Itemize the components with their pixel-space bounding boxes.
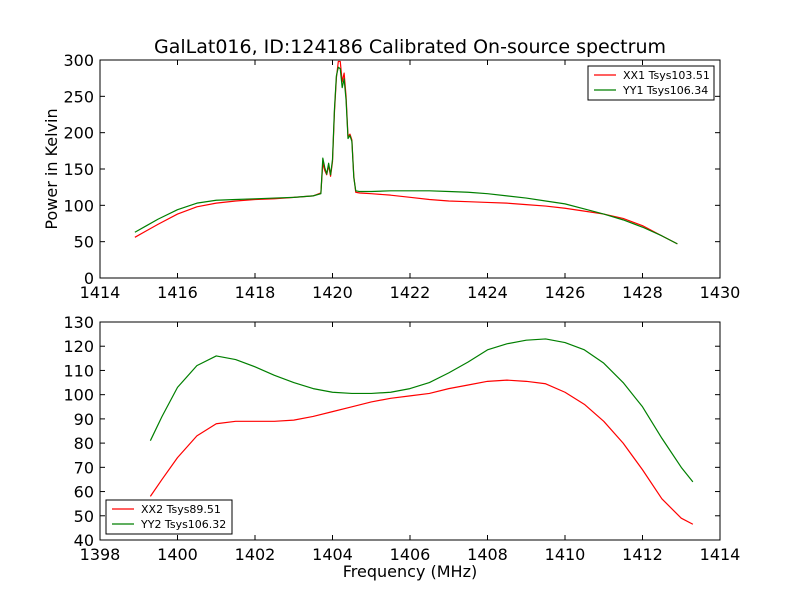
y-tick-label: 60 xyxy=(74,483,94,502)
legend: XX1 Tsys103.51 YY1 Tsys106.34 xyxy=(587,65,715,101)
y-axis-label: Power in Kelvin xyxy=(42,108,61,229)
y-tick-label: 40 xyxy=(74,531,94,550)
legend-label: XX2 Tsys89.51 xyxy=(141,503,221,516)
y-tick-label: 250 xyxy=(63,87,94,106)
x-tick-label: 1400 xyxy=(157,545,198,564)
x-tick-label: 1416 xyxy=(157,283,198,302)
series-line-1 xyxy=(149,379,694,525)
legend-label: XX1 Tsys103.51 xyxy=(623,69,710,82)
y-tick-label: 50 xyxy=(74,507,94,526)
y-tick-label: 200 xyxy=(63,124,94,143)
y-tick-label: 120 xyxy=(63,337,94,356)
legend-label: YY1 Tsys106.34 xyxy=(622,84,708,97)
x-tick-label: 1414 xyxy=(80,283,121,302)
x-tick-label: 1422 xyxy=(390,283,431,302)
series-line-2 xyxy=(149,338,694,483)
x-tick-label: 1418 xyxy=(235,283,276,302)
y-tick-label: 100 xyxy=(63,386,94,405)
y-tick-label: 100 xyxy=(63,196,94,215)
chart-panels: 1414 1416 1418 1420 1422 1424 1426 1428 14300501… xyxy=(42,51,740,564)
series-line-2 xyxy=(134,66,678,245)
x-tick-label: 1406 xyxy=(390,545,431,564)
x-tick-label: 1402 xyxy=(235,545,276,564)
legend-box xyxy=(105,499,233,535)
chart-panel-1: 1414 1416 1418 1420 1422 1424 1426 1428 1430 0 50 1… xyxy=(42,51,740,302)
x-tick-label: 1414 xyxy=(700,545,741,564)
chart-title: GalLat016, ID:124186 Calibrated On-sourc… xyxy=(154,36,666,58)
x-tick-label: 1412 xyxy=(622,545,663,564)
x-tick-label: 1408 xyxy=(467,545,508,564)
x-tick-label: 1426 xyxy=(545,283,586,302)
y-tick-label: 110 xyxy=(63,361,94,380)
legend-box xyxy=(587,65,715,101)
x-tick-label: 1430 xyxy=(700,283,741,302)
x-tick-label: 1410 xyxy=(545,545,586,564)
y-tick-label: 80 xyxy=(74,434,94,453)
legend-label: YY2 Tsys106.32 xyxy=(140,518,226,531)
x-tick-label: 1404 xyxy=(312,545,353,564)
y-tick-label: 150 xyxy=(63,160,94,179)
x-tick-label: 1424 xyxy=(467,283,508,302)
y-tick-label: 300 xyxy=(63,51,94,70)
y-tick-label: 70 xyxy=(74,458,94,477)
x-tick-label: 1428 xyxy=(622,283,663,302)
y-tick-label: 130 xyxy=(63,313,94,332)
x-axis-label: Frequency (MHz) xyxy=(343,562,477,581)
x-tick-label: 1420 xyxy=(312,283,353,302)
y-tick-label: 90 xyxy=(74,410,94,429)
chart-panel-2: 1398 1400 1402 1404 1406 1408 1410 1412 1414 40 50… xyxy=(63,313,740,564)
legend: XX2 Tsys89.51 YY2 Tsys106.32 xyxy=(105,499,233,535)
x-tick-label: 1398 xyxy=(80,545,121,564)
y-tick-label: 0 xyxy=(84,269,94,288)
y-tick-label: 50 xyxy=(74,233,94,252)
